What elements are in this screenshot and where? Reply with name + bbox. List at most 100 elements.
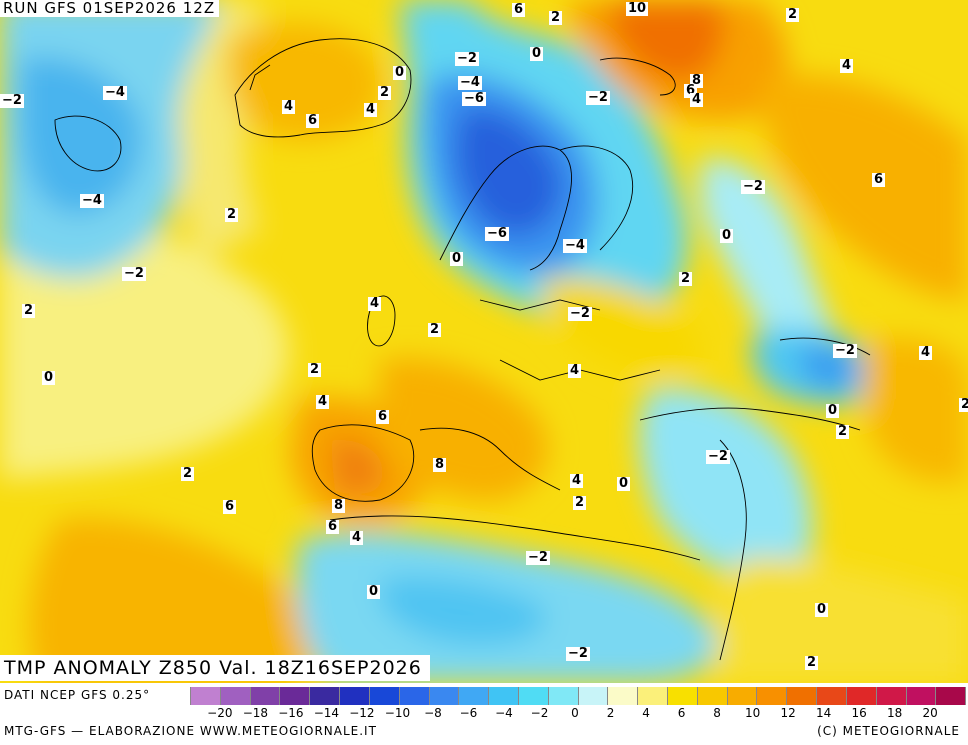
contour-label: 2 <box>836 424 850 439</box>
coastlines <box>54 38 871 661</box>
contour-label: 4 <box>568 363 582 378</box>
color-swatch <box>906 687 937 705</box>
credit-label: MTG-GFS — ELABORAZIONE WWW.METEOGIORNALE… <box>4 724 377 738</box>
contour-label: −2 <box>0 93 24 108</box>
contour-label: 10 <box>626 1 649 16</box>
scale-tick-label: 0 <box>571 706 579 720</box>
copyright-label: (C) METEOGIORNALE <box>817 724 960 738</box>
weather-map: RUN GFS 01SEP2026 12Z 6 2 10 2 −4 −2 0 −… <box>0 0 968 683</box>
contour-label: 2 <box>225 207 239 222</box>
contour-label: 2 <box>428 322 442 337</box>
scale-tick-label: 14 <box>815 706 832 720</box>
contour-label: 8 <box>332 498 346 513</box>
color-swatch <box>817 687 847 705</box>
scale-tick-label: 12 <box>780 706 796 720</box>
color-scale-ticks: −20 −18 −16 −14 −12 −10 −8 −6 −4 −2 0 2 4 6 8 10 12 14 16 1… <box>190 706 966 722</box>
contour-label: 2 <box>378 85 392 100</box>
color-swatch <box>280 687 311 705</box>
contour-label: 4 <box>282 99 296 114</box>
contour-label: 0 <box>815 602 829 617</box>
contour-label: 6 <box>376 409 390 424</box>
contour-label: 6 <box>512 2 526 17</box>
contour-label: 0 <box>826 403 840 418</box>
contour-label: 2 <box>22 303 36 318</box>
contour-label: −2 <box>833 343 857 358</box>
scale-tick-label: 4 <box>642 706 650 720</box>
contour-label: 6 <box>872 172 886 187</box>
run-title: RUN GFS 01SEP2026 12Z <box>0 0 220 17</box>
contour-label: 2 <box>573 495 587 510</box>
scale-tick-label: 16 <box>851 706 867 720</box>
contour-label: 0 <box>450 251 464 266</box>
scale-tick-label: −10 <box>384 706 411 720</box>
contour-label: 0 <box>393 65 407 80</box>
contour-label: 0 <box>530 46 544 61</box>
color-swatch <box>250 687 281 705</box>
scale-tick-label: −18 <box>242 706 269 720</box>
contour-label: −2 <box>568 306 592 321</box>
color-swatch <box>369 687 400 705</box>
color-swatch <box>548 687 579 705</box>
color-swatch <box>697 687 728 705</box>
color-swatch <box>518 687 549 705</box>
color-swatch <box>429 687 460 705</box>
color-swatch <box>340 687 370 705</box>
contour-label: 2 <box>786 7 800 22</box>
color-swatch <box>787 687 818 705</box>
data-source-label: DATI NCEP GFS 0.25° <box>4 688 151 702</box>
contour-label: −2 <box>566 646 590 661</box>
contour-label: 2 <box>959 398 968 412</box>
contour-label: 4 <box>364 102 378 117</box>
contour-label: 6 <box>306 113 320 128</box>
scale-tick-label: 2 <box>606 706 615 720</box>
scale-tick-label: 6 <box>677 706 686 720</box>
contour-label: 4 <box>368 296 382 311</box>
color-swatch <box>190 687 221 705</box>
contour-label: −6 <box>462 91 486 106</box>
scale-tick-label: −8 <box>424 706 442 720</box>
contour-label: 4 <box>840 58 854 73</box>
contour-label: 0 <box>367 584 381 599</box>
scale-tick-label: 8 <box>713 706 721 720</box>
map-title: TMP ANOMALY Z850 Val. 18Z16SEP2026 <box>0 655 430 681</box>
contour-label: 4 <box>316 394 330 409</box>
contour-label: 2 <box>679 271 693 286</box>
color-swatch <box>876 687 907 705</box>
contour-label: 0 <box>720 228 734 243</box>
color-swatch <box>727 687 758 705</box>
contour-label: 0 <box>617 476 631 491</box>
contour-label: 4 <box>570 473 584 488</box>
scale-tick-label: −20 <box>207 706 233 720</box>
legend-footer: DATI NCEP GFS 0.25° −20 −18 −16 −14 −12 −10 −8… <box>0 683 968 745</box>
contour-label: 4 <box>919 345 933 360</box>
contour-label: −2 <box>586 90 610 105</box>
scale-tick-label: −12 <box>349 706 375 720</box>
contour-label: 2 <box>805 655 819 670</box>
color-swatch <box>489 687 519 705</box>
color-swatch <box>936 687 967 705</box>
color-swatch <box>220 687 251 705</box>
contour-label: 6 <box>326 519 340 534</box>
scale-tick-label: −4 <box>495 706 513 720</box>
contour-label: −6 <box>485 226 509 241</box>
contour-label: 4 <box>350 530 364 545</box>
color-scale-bar <box>190 687 967 705</box>
scale-tick-label: −6 <box>459 706 478 720</box>
color-swatch <box>638 687 668 705</box>
scale-tick-label: 18 <box>887 706 903 720</box>
color-swatch <box>757 687 788 705</box>
contour-label: −4 <box>80 193 104 208</box>
scale-tick-label: 10 <box>744 706 761 720</box>
contour-label: 2 <box>308 362 322 377</box>
contour-label: −4 <box>103 85 127 100</box>
contour-label: 6 <box>223 499 237 514</box>
contour-label: −2 <box>122 266 146 281</box>
contour-label: 2 <box>549 10 563 25</box>
contour-label: −4 <box>458 75 482 90</box>
contour-label: 4 <box>690 92 704 107</box>
contour-label: −2 <box>526 550 550 565</box>
contour-label: −2 <box>706 449 730 464</box>
color-swatch <box>846 687 877 705</box>
contour-label: 2 <box>181 466 195 481</box>
contour-label: −4 <box>563 238 587 253</box>
